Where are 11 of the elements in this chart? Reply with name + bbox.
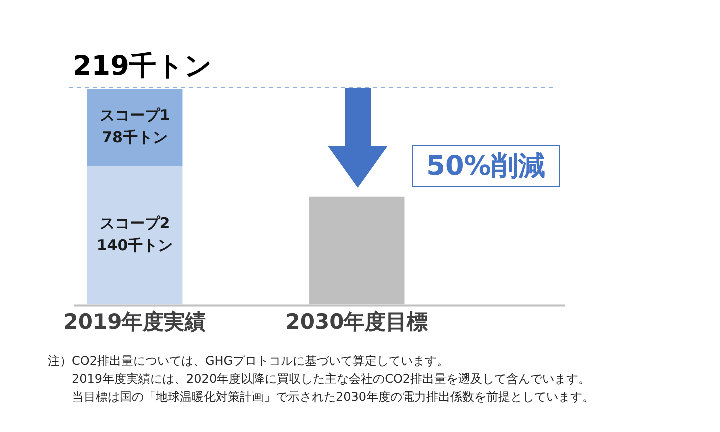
x-tick-label: 2019年度実績 xyxy=(64,310,206,334)
annotation: 50%削減 xyxy=(412,145,560,187)
text: 当目標は国の「地球温暖化対策計画」で示された2030年度の電力排出係数を前提としています。 xyxy=(71,389,595,406)
series-label: スコープ1 xyxy=(100,106,170,124)
x-tick-label: 2030年度目標 xyxy=(286,310,428,334)
text: 2019年度実績には、2020年度以降に買収した主な会社のCO2排出量を遡及して含んでいます。 xyxy=(71,371,592,388)
text: 注）CO2排出量については、GHGプロトコルに基づいて算定しています。 xyxy=(48,353,450,370)
series-label: スコープ2 xyxy=(100,214,170,232)
data-label: 78千トン xyxy=(102,128,168,146)
data-label: 140千トン xyxy=(96,236,174,254)
total-label: 219千トン xyxy=(73,50,212,82)
